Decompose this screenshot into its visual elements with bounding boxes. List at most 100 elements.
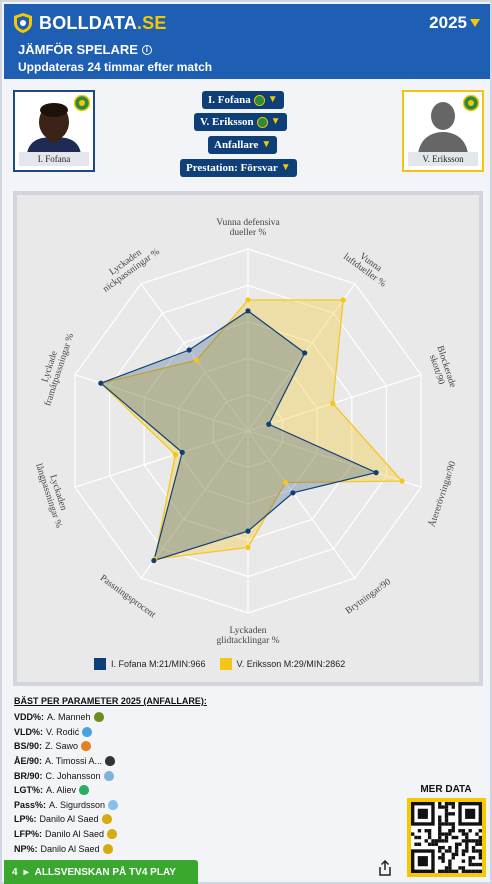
player-name-right: V. Eriksson: [408, 152, 478, 166]
best-list: VDD%: A. Manneh VLD%: V. Rodić BS/90: Z. Sawo…: [14, 710, 314, 856]
best-player[interactable]: Danilo Al Saed: [39, 814, 99, 825]
year-label: 2025: [429, 13, 467, 32]
tv4-play-button[interactable]: 4 ▸ ALLSVENSKAN PÅ TV4 PLAY: [4, 860, 198, 884]
best-player[interactable]: A. Timossi A...: [45, 756, 103, 767]
shield-logo-icon: [14, 13, 32, 33]
best-player[interactable]: C. Johansson: [45, 770, 101, 781]
data-point[interactable]: [151, 557, 157, 564]
chevron-down-icon: ▼: [270, 116, 281, 127]
data-point[interactable]: [98, 380, 104, 386]
best-key: Pass%:: [14, 799, 47, 810]
player-card-right[interactable]: V. Eriksson: [402, 90, 484, 172]
best-player[interactable]: A. Manneh: [47, 712, 91, 723]
data-point[interactable]: [373, 470, 379, 476]
axis-label-line: glidtacklingar %: [216, 636, 279, 646]
qr-code-icon: [411, 802, 482, 873]
best-key: BR/90:: [14, 770, 43, 781]
legend-item-player2[interactable]: V. Eriksson M:29/MIN:2862: [219, 658, 345, 670]
player-name-left: I. Fofana: [19, 152, 89, 166]
best-key: LFP%:: [14, 829, 42, 840]
best-row: LP%: Danilo Al Saed: [14, 812, 314, 827]
best-player[interactable]: Danilo Al Saed: [45, 829, 105, 840]
data-point[interactable]: [302, 350, 308, 356]
data-point[interactable]: [172, 452, 178, 458]
club-crest-icon: [105, 756, 116, 767]
club-crest-icon: [256, 116, 268, 128]
legend-item-player1[interactable]: I. Fofana M:21/MIN:966: [94, 658, 206, 670]
share-icon[interactable]: [378, 860, 392, 876]
data-point[interactable]: [330, 400, 336, 407]
info-icon[interactable]: i: [141, 44, 152, 55]
data-point[interactable]: [266, 421, 272, 427]
club-crest-icon: [253, 94, 265, 106]
club-crest-icon: [107, 829, 118, 840]
axis-label-line: dueller %: [230, 228, 267, 238]
player1-selector[interactable]: I. Fofana ▼: [202, 91, 284, 109]
best-key: ÅE/90:: [14, 756, 43, 767]
axis-label-line: Vunna defensiva: [216, 217, 280, 228]
chart-legend: I. Fofana M:21/MIN:966 V. Eriksson M:29/…: [94, 658, 353, 670]
best-player[interactable]: A. Aliev: [46, 785, 77, 796]
data-point[interactable]: [186, 347, 192, 353]
data-point[interactable]: [282, 479, 289, 486]
axis-spoke: [140, 283, 249, 432]
performance-selector[interactable]: Prestation: Försvar ▼: [180, 159, 297, 177]
position-selector[interactable]: Anfallare ▼: [208, 136, 278, 154]
axis-spoke: [74, 430, 249, 488]
best-key: VDD%:: [14, 712, 45, 723]
club-crest-icon: [103, 770, 114, 781]
axis-spoke: [140, 430, 249, 579]
year-selector[interactable]: 2025: [429, 13, 480, 33]
best-player[interactable]: V. Rodić: [46, 726, 80, 737]
page-title-text: JÄMFÖR SPELARE: [18, 42, 138, 57]
page-title: JÄMFÖR SPELARE i: [18, 42, 152, 57]
logo-main: BOLLDATA: [39, 12, 137, 33]
radar-svg: Vunna defensiva dueller %Vunnaluftdueller…: [17, 195, 479, 682]
axis-label: Lyckaden glidtacklingar %: [216, 626, 279, 646]
logo-ext: .SE: [136, 12, 167, 33]
axis-spoke: [74, 374, 249, 432]
data-point[interactable]: [245, 308, 251, 314]
best-row: VDD%: A. Manneh: [14, 710, 314, 725]
axis-spoke: [247, 430, 422, 488]
performance-selector-label: Prestation: Försvar: [186, 162, 278, 174]
logo[interactable]: BOLLDATA.SE: [12, 12, 167, 34]
data-point[interactable]: [194, 357, 200, 363]
chevron-down-icon: ▼: [280, 162, 291, 173]
axis-spoke: [247, 283, 356, 432]
player1-selector-label: I. Fofana: [208, 94, 251, 106]
best-player[interactable]: Z. Sawo: [45, 741, 79, 752]
player2-selector-label: V. Eriksson: [200, 116, 254, 128]
tv4-play-label: ALLSVENSKAN PÅ TV4 PLAY: [34, 866, 176, 878]
page-subtitle: Uppdateras 24 timmar efter match: [18, 60, 213, 74]
legend-label-player1: I. Fofana M:21/MIN:966: [111, 659, 206, 669]
qr-code[interactable]: [407, 798, 486, 877]
best-key: VLD%:: [14, 726, 43, 737]
data-point[interactable]: [245, 528, 251, 534]
best-row: BR/90: C. Johansson: [14, 768, 314, 783]
best-row: VLD%: V. Rodić: [14, 725, 314, 740]
tv4-logo: 4: [12, 866, 18, 878]
header: BOLLDATA.SE 2025 JÄMFÖR SPELARE i Uppdat…: [4, 4, 490, 79]
data-point[interactable]: [399, 478, 405, 484]
best-per-parameter: BÄST PER PARAMETER 2025 (ANFALLARE): VDD…: [14, 696, 314, 856]
best-key: BS/90:: [14, 741, 43, 752]
club-crest-icon: [463, 95, 479, 111]
data-point[interactable]: [179, 449, 185, 455]
club-crest-icon: [79, 785, 90, 796]
player2-selector[interactable]: V. Eriksson ▼: [194, 113, 287, 131]
best-player[interactable]: Danilo Al Saed: [40, 843, 100, 854]
radar-chart: Vunna defensiva dueller % Vunnaluftdueller…: [13, 191, 483, 686]
data-point[interactable]: [245, 544, 251, 551]
position-selector-label: Anfallare: [214, 139, 259, 151]
club-crest-icon: [74, 95, 90, 111]
more-data-label: MER DATA: [420, 784, 472, 795]
data-point[interactable]: [290, 490, 296, 496]
data-point[interactable]: [340, 297, 346, 303]
best-title: BÄST PER PARAMETER 2025 (ANFALLARE):: [14, 696, 207, 706]
best-player[interactable]: A. Sigurdsson: [49, 799, 106, 810]
player-card-left[interactable]: I. Fofana: [13, 90, 95, 172]
axis-label: Vunna defensiva dueller %: [216, 217, 280, 238]
data-point[interactable]: [245, 297, 251, 303]
